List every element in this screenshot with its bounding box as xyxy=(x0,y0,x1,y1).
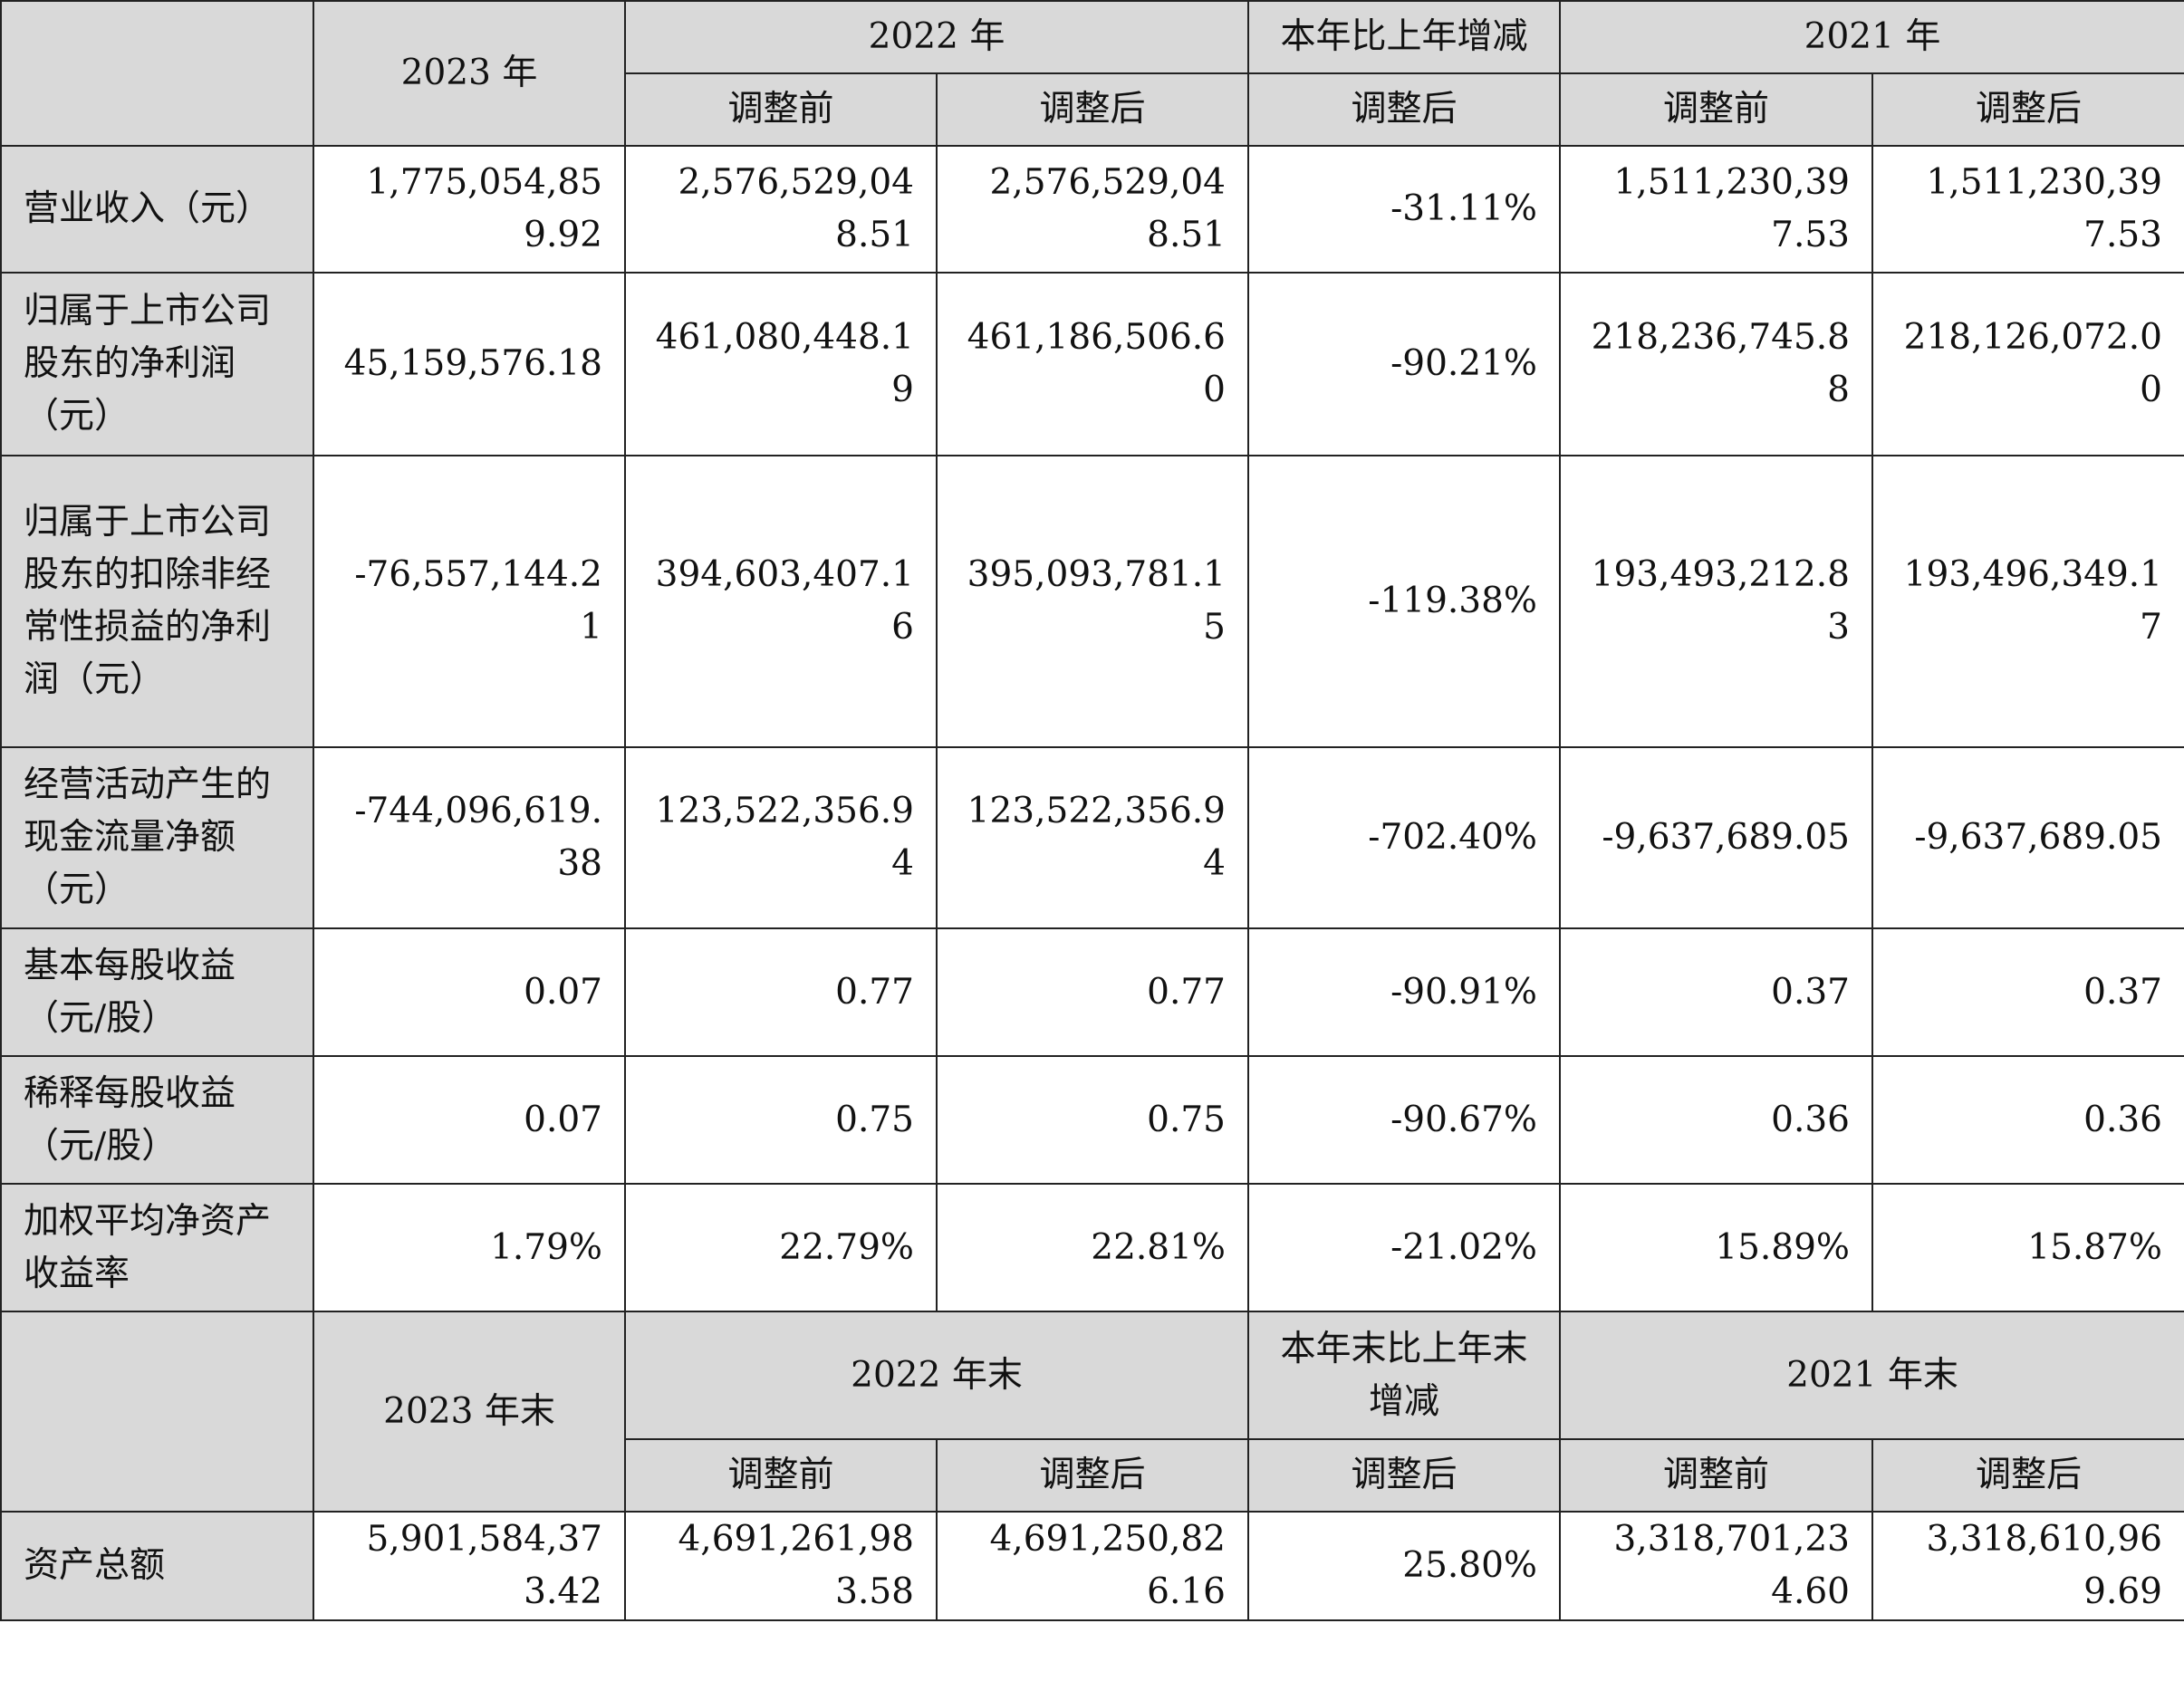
value-2023: 1,775,054,859.92 xyxy=(313,145,626,274)
value-2022-before: 0.75 xyxy=(624,1055,938,1185)
row-label: 资产总额 xyxy=(0,1511,314,1621)
value-2023: -76,557,144.21 xyxy=(313,455,626,748)
header-change: 本年比上年增减 xyxy=(1247,0,1561,74)
header-2021: 2021 年 xyxy=(1559,0,2184,74)
header-row-year-end: 2023 年末 2022 年末 本年末比上年末增减 2021 年末 xyxy=(0,1311,2184,1513)
value-2022-after: 0.75 xyxy=(936,1055,1249,1185)
value-2021-after: 218,126,072.00 xyxy=(1871,272,2184,456)
table-row: 稀释每股收益（元/股） 0.07 0.75 0.75 -90.67% 0.36 … xyxy=(0,1055,2184,1185)
value-2021-after: 0.36 xyxy=(1871,1055,2184,1185)
value-2023-end: 5,901,584,373.42 xyxy=(313,1511,626,1621)
header-2021-before: 调整前 xyxy=(1559,72,1873,147)
value-2023: 0.07 xyxy=(313,1055,626,1185)
corner-cell-bottom xyxy=(0,1311,314,1513)
row-label: 归属于上市公司股东的净利润（元） xyxy=(0,272,314,456)
value-2022-after: 2,576,529,048.51 xyxy=(936,145,1249,274)
table-row: 基本每股收益（元/股） 0.07 0.77 0.77 -90.91% 0.37 … xyxy=(0,927,2184,1057)
value-2021-after: -9,637,689.05 xyxy=(1871,746,2184,929)
header-2022: 2022 年 xyxy=(624,0,1249,74)
header-2022-after: 调整后 xyxy=(936,72,1249,147)
header-change-after: 调整后 xyxy=(1247,72,1561,147)
value-change: -90.21% xyxy=(1247,272,1561,456)
header-row-adjust-end: 调整前 调整后 调整后 调整前 调整后 xyxy=(1,1438,2184,1513)
value-2022-after: 22.81% xyxy=(936,1183,1249,1312)
value-2022-end-before: 4,691,261,983.58 xyxy=(624,1511,938,1621)
value-2021-before: 0.36 xyxy=(1559,1055,1873,1185)
value-2022-after: 395,093,781.15 xyxy=(936,455,1249,748)
value-2021-end-after: 3,318,610,969.69 xyxy=(1871,1511,2184,1621)
header-2021-end: 2021 年末 xyxy=(1559,1311,2184,1440)
header-row-adjust: 调整前 调整后 调整后 调整前 调整后 xyxy=(1,72,2184,147)
value-2021-before: 193,493,212.83 xyxy=(1559,455,1873,748)
value-2022-after: 461,186,506.60 xyxy=(936,272,1249,456)
corner-cell xyxy=(0,0,314,147)
value-2021-after: 0.37 xyxy=(1871,927,2184,1057)
value-change: -31.11% xyxy=(1247,145,1561,274)
value-2021-before: 218,236,745.88 xyxy=(1559,272,1873,456)
header-2022-end: 2022 年末 xyxy=(624,1311,1249,1440)
row-label: 经营活动产生的现金流量净额（元） xyxy=(0,746,314,929)
table-row: 归属于上市公司股东的净利润（元） 45,159,576.18 461,080,4… xyxy=(0,272,2184,456)
table-row: 资产总额 5,901,584,373.42 4,691,261,983.58 4… xyxy=(0,1511,2184,1621)
value-change: -21.02% xyxy=(1247,1183,1561,1312)
value-2023: 1.79% xyxy=(313,1183,626,1312)
financial-summary-table: 2023 年 2022 年 本年比上年增减 2021 年 调整前 调整后 调整后… xyxy=(0,0,2184,1621)
value-2022-after: 0.77 xyxy=(936,927,1249,1057)
value-2021-before: 15.89% xyxy=(1559,1183,1873,1312)
value-2021-after: 193,496,349.17 xyxy=(1871,455,2184,748)
value-2023: -744,096,619.38 xyxy=(313,746,626,929)
value-2021-end-before: 3,318,701,234.60 xyxy=(1559,1511,1873,1621)
table-row: 加权平均净资产收益率 1.79% 22.79% 22.81% -21.02% 1… xyxy=(0,1183,2184,1312)
value-2021-before: 1,511,230,397.53 xyxy=(1559,145,1873,274)
value-2022-after: 123,522,356.94 xyxy=(936,746,1249,929)
value-change: -702.40% xyxy=(1247,746,1561,929)
table-row: 经营活动产生的现金流量净额（元） -744,096,619.38 123,522… xyxy=(0,746,2184,929)
table-row: 归属于上市公司股东的扣除非经常性损益的净利润（元） -76,557,144.21… xyxy=(0,455,2184,748)
value-change: -90.91% xyxy=(1247,927,1561,1057)
value-change: -119.38% xyxy=(1247,455,1561,748)
header-change-end: 本年末比上年末增减 xyxy=(1247,1311,1561,1440)
value-2022-before: 461,080,448.19 xyxy=(624,272,938,456)
header-2021-end-after: 调整后 xyxy=(1871,1438,2184,1513)
value-2023: 0.07 xyxy=(313,927,626,1057)
header-change-end-after: 调整后 xyxy=(1247,1438,1561,1513)
row-label: 基本每股收益（元/股） xyxy=(0,927,314,1057)
header-2022-end-before: 调整前 xyxy=(624,1438,938,1513)
value-2021-before: -9,637,689.05 xyxy=(1559,746,1873,929)
value-2022-before: 123,522,356.94 xyxy=(624,746,938,929)
table-row: 营业收入（元） 1,775,054,859.92 2,576,529,048.5… xyxy=(0,145,2184,274)
row-label: 加权平均净资产收益率 xyxy=(0,1183,314,1312)
row-label: 营业收入（元） xyxy=(0,145,314,274)
row-label: 归属于上市公司股东的扣除非经常性损益的净利润（元） xyxy=(0,455,314,748)
value-2022-before: 394,603,407.16 xyxy=(624,455,938,748)
header-2022-end-after: 调整后 xyxy=(936,1438,1249,1513)
header-row-years: 2023 年 2022 年 本年比上年增减 2021 年 xyxy=(0,0,2184,147)
value-change-end: 25.80% xyxy=(1247,1511,1561,1621)
value-2021-before: 0.37 xyxy=(1559,927,1873,1057)
value-2022-before: 22.79% xyxy=(624,1183,938,1312)
value-2023: 45,159,576.18 xyxy=(313,272,626,456)
value-2022-end-after: 4,691,250,826.16 xyxy=(936,1511,1249,1621)
value-2021-after: 15.87% xyxy=(1871,1183,2184,1312)
header-2021-after: 调整后 xyxy=(1871,72,2184,147)
value-2022-before: 2,576,529,048.51 xyxy=(624,145,938,274)
header-2022-before: 调整前 xyxy=(624,72,938,147)
value-2021-after: 1,511,230,397.53 xyxy=(1871,145,2184,274)
row-label: 稀释每股收益（元/股） xyxy=(0,1055,314,1185)
value-2022-before: 0.77 xyxy=(624,927,938,1057)
header-2021-end-before: 调整前 xyxy=(1559,1438,1873,1513)
header-2023-end: 2023 年末 xyxy=(313,1311,626,1513)
header-2023: 2023 年 xyxy=(313,0,626,147)
value-change: -90.67% xyxy=(1247,1055,1561,1185)
